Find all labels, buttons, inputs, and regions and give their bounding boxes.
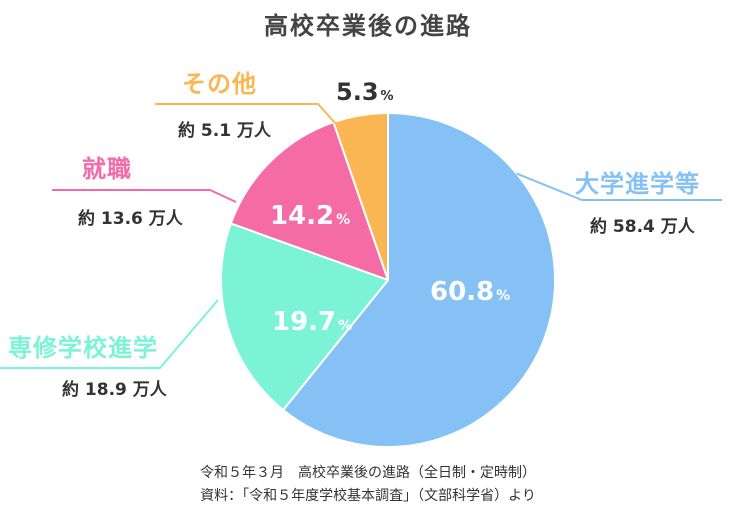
source-caption-line2: 資料：「令和５年度学校基本調査」（文部科学省）より (200, 488, 536, 504)
leader-line-vocational (0, 299, 219, 369)
leader-line-employment (52, 189, 237, 203)
count-label-vocational: 約 18.9 万人 (62, 379, 168, 400)
pie-slice-value-vocational: 19.7% (272, 307, 352, 337)
category-label-other: その他 (182, 70, 257, 98)
count-label-employment: 約 13.6 万人 (78, 208, 184, 229)
pie-slice-value-university: 60.8% (430, 277, 510, 307)
count-label-other: 約 5.1 万人 (178, 120, 272, 141)
pie-slice-employment (229, 121, 389, 281)
category-label-vocational: 専修学校進学 (8, 334, 158, 362)
pie-slice-vocational (220, 222, 389, 411)
pie-slice-value-other: 5.3% (336, 78, 394, 106)
category-label-university: 大学進学等 (575, 170, 700, 198)
pie-slice-university (282, 112, 556, 448)
leader-line-university (516, 172, 722, 201)
pie-slice-value-employment: 14.2% (270, 201, 350, 231)
count-label-university: 約 58.4 万人 (590, 216, 696, 237)
source-caption-line1: 令和５年３月 高校卒業後の進路（全日制・定時制） (200, 465, 536, 481)
category-label-employment: 就職 (82, 155, 132, 183)
chart-title: 高校卒業後の進路 (264, 12, 472, 40)
leader-line-other (155, 103, 337, 125)
